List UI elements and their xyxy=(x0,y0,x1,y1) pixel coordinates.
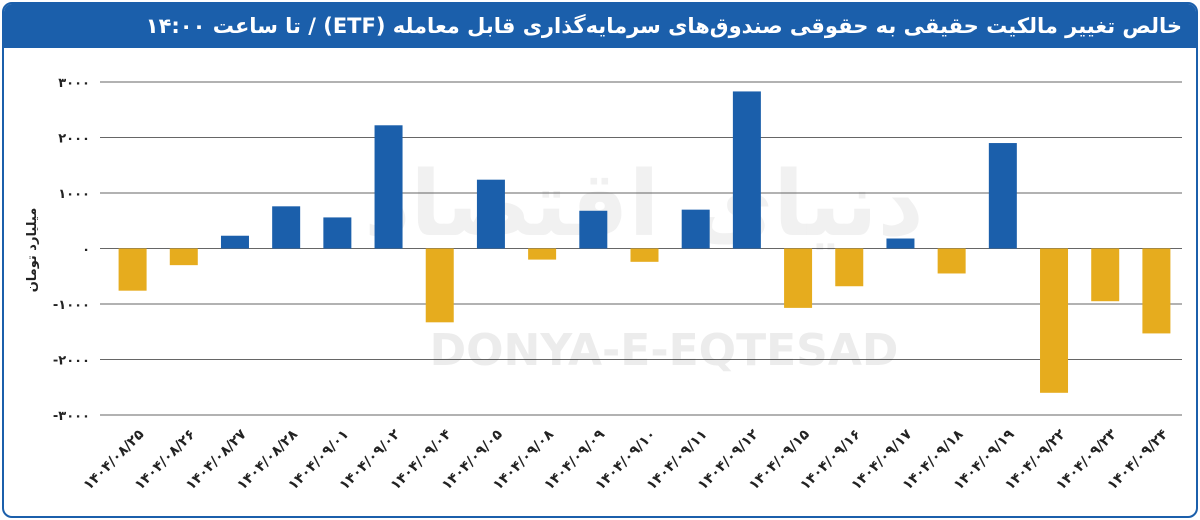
bar xyxy=(835,248,864,287)
bar xyxy=(681,209,710,249)
y-tick-label: ۲۰۰۰ xyxy=(58,132,90,147)
bar xyxy=(988,143,1017,249)
bar xyxy=(886,238,915,249)
bar xyxy=(118,248,147,291)
bar xyxy=(528,248,557,260)
bar xyxy=(1091,248,1120,302)
chart: DONYA-E-EQTESAD دنیای اقتصاد میلیارد توم… xyxy=(25,76,1182,493)
y-axis-label: میلیارد تومان xyxy=(25,208,40,293)
bar xyxy=(476,179,505,249)
watermark: DONYA-E-EQTESAD xyxy=(430,325,899,376)
chart-title: خالص تغییر مالکیت حقیقی به حقوقی صندوق‌ه… xyxy=(4,4,1196,48)
watermark-fa: دنیای اقتصاد xyxy=(364,152,924,257)
bar xyxy=(732,91,761,249)
bar xyxy=(1142,248,1171,334)
y-tick-label: -۳۰۰۰ xyxy=(53,409,90,424)
bar xyxy=(169,248,198,266)
y-tick-label: -۲۰۰۰ xyxy=(53,354,90,369)
y-tick-label: ۱۰۰۰ xyxy=(58,187,90,202)
bar xyxy=(630,248,659,262)
bar xyxy=(272,206,301,249)
y-tick-label: ۳۰۰۰ xyxy=(58,76,90,91)
bar xyxy=(784,248,813,308)
y-tick-label: ۰ xyxy=(82,243,90,258)
bar xyxy=(220,235,249,249)
bar xyxy=(1040,248,1069,393)
bar xyxy=(579,210,608,249)
bar xyxy=(374,125,403,249)
y-tick-label: -۱۰۰۰ xyxy=(53,298,90,313)
bar xyxy=(937,248,966,274)
bar xyxy=(323,217,352,249)
bar xyxy=(425,248,454,323)
